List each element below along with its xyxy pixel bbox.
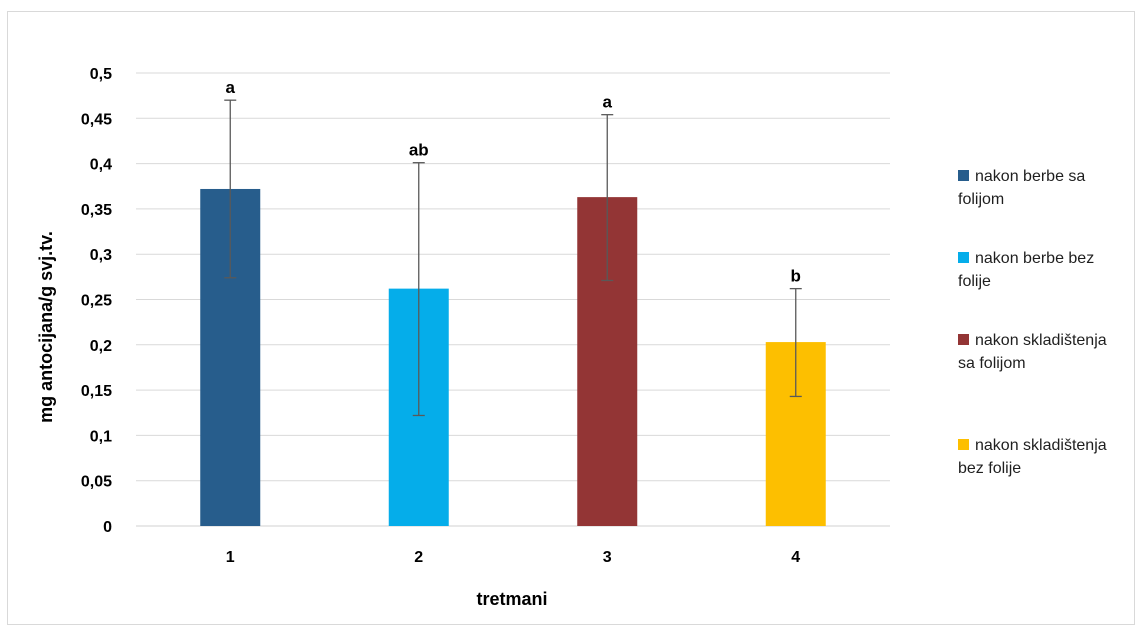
y-tick-label: 0,5 bbox=[90, 66, 112, 83]
significance-label: ab bbox=[409, 141, 429, 160]
legend-label: nakon skladištenja sa folijom bbox=[958, 332, 1107, 372]
x-tick-label: 3 bbox=[603, 549, 612, 566]
y-tick-label: 0,25 bbox=[81, 293, 112, 310]
y-tick-label: 0 bbox=[103, 519, 112, 536]
legend-label: nakon skladištenja bez folije bbox=[958, 437, 1107, 477]
x-tick-label: 2 bbox=[414, 549, 423, 566]
x-tick-label: 1 bbox=[226, 549, 235, 566]
significance-label: a bbox=[226, 78, 236, 97]
y-tick-label: 0,15 bbox=[81, 383, 112, 400]
x-tick-label: 4 bbox=[791, 549, 800, 566]
error-bars bbox=[224, 99, 802, 417]
legend-swatch bbox=[958, 439, 969, 450]
y-tick-label: 0,2 bbox=[90, 338, 112, 355]
y-tick-label: 0,45 bbox=[81, 111, 112, 128]
legend-item: nakon berbe sa folijom bbox=[958, 165, 1123, 211]
legend-item: nakon skladištenja bez folije bbox=[958, 434, 1123, 480]
legend-swatch bbox=[958, 170, 969, 181]
x-axis-title: tretmani bbox=[476, 589, 547, 609]
y-tick-label: 0,05 bbox=[81, 474, 112, 491]
y-tick-label: 0,1 bbox=[90, 428, 112, 445]
bars bbox=[200, 188, 826, 526]
gridlines bbox=[136, 72, 890, 527]
chart-frame bbox=[7, 11, 1135, 625]
legend-swatch bbox=[958, 252, 969, 263]
x-tick-labels: 1 2 3 4 bbox=[226, 549, 801, 566]
legend-item: nakon berbe bez folije bbox=[958, 247, 1123, 293]
legend-label: nakon berbe sa folijom bbox=[958, 168, 1086, 208]
y-tick-labels: 0 0,05 0,1 0,15 0,2 0,25 0,3 0,35 0,4 0,45 0,5 bbox=[81, 66, 112, 536]
legend-label: nakon berbe bez folije bbox=[958, 250, 1095, 290]
legend-swatch bbox=[958, 334, 969, 345]
significance-label: b bbox=[791, 267, 801, 286]
y-tick-label: 0,35 bbox=[81, 202, 112, 219]
y-tick-label: 0,3 bbox=[90, 247, 112, 264]
significance-label: a bbox=[603, 93, 613, 112]
y-axis-title: mg antocijana/g svj.tv. bbox=[36, 231, 56, 423]
legend-item: nakon skladištenja sa folijom bbox=[958, 329, 1123, 375]
y-tick-label: 0,4 bbox=[90, 157, 112, 174]
